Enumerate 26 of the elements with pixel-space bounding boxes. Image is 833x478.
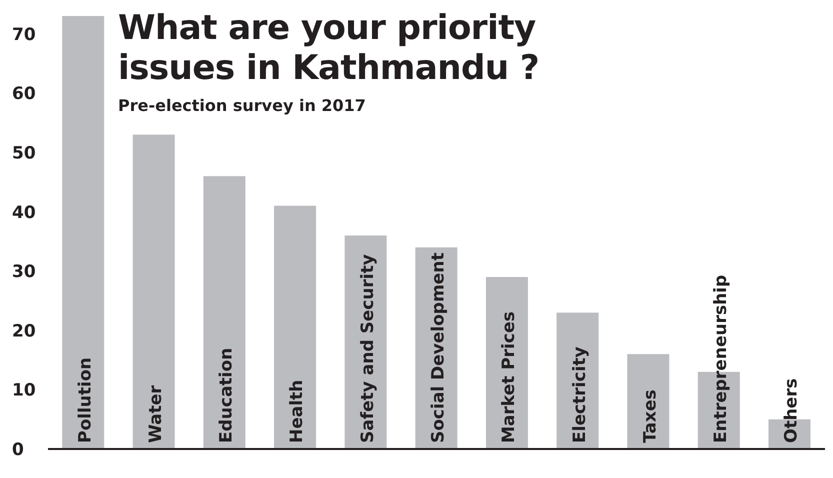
x-tick-label: Taxes [640, 390, 660, 443]
bar [274, 206, 316, 449]
y-tick-label: 0 [12, 440, 24, 460]
y-tick-label: 30 [12, 262, 36, 282]
text: Pre-election survey in 2017 [118, 96, 367, 115]
x-tick-label: Pollution [75, 357, 96, 443]
x-tick-label: Others [782, 378, 802, 443]
y-tick-label: 20 [12, 321, 36, 342]
bar [132, 134, 175, 449]
chart-title: What are your priority issues in Kathmandu ? [118, 8, 540, 88]
y-tick-label: 50 [12, 143, 36, 164]
bar [62, 16, 104, 449]
bar [627, 354, 670, 449]
x-tick-label: Social Development [428, 252, 448, 443]
x-tick-label: Health [287, 380, 308, 443]
x-tick-label: Electricity [570, 346, 590, 443]
x-tick-label: Market Prices [499, 311, 520, 443]
y-tick-label: 10 [12, 380, 36, 401]
x-tick-label: Education [216, 348, 237, 443]
y-tick-label: 70 [12, 24, 36, 45]
x-tick-label: Water [146, 384, 166, 443]
bar [203, 176, 246, 449]
x-tick-label: Safety and Security [358, 254, 378, 443]
y-tick-label: 60 [12, 84, 36, 104]
x-tick-label: Entrepreneurship [711, 274, 732, 443]
y-tick-label: 40 [12, 202, 36, 223]
